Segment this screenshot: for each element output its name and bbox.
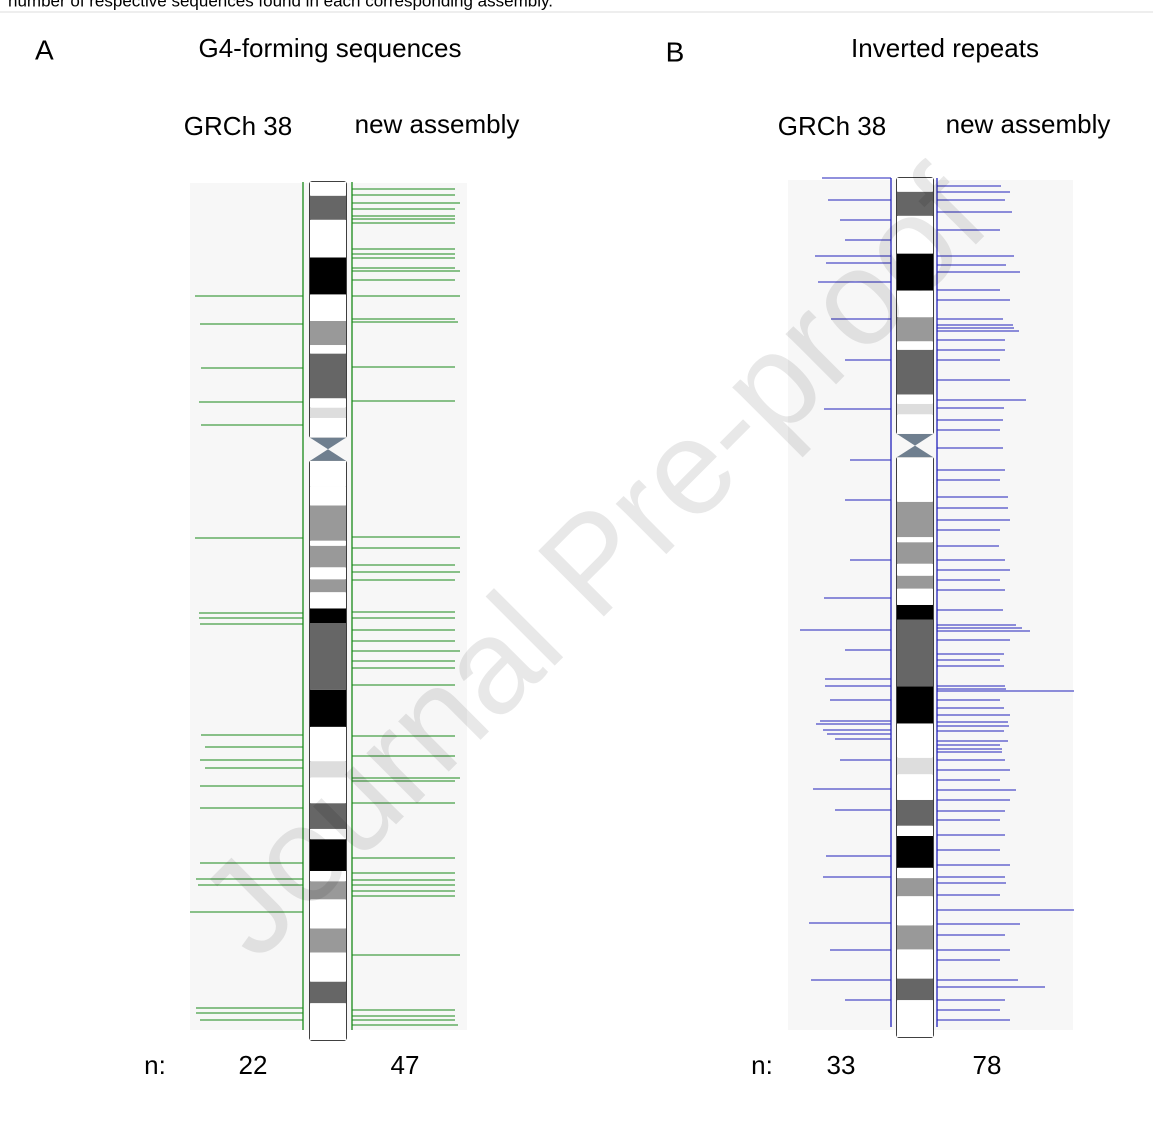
column-label: GRCh 38 xyxy=(184,111,292,141)
chromosome-band xyxy=(897,620,933,687)
chromosome-band xyxy=(310,952,346,981)
chromosome-band xyxy=(897,394,933,403)
chromosome-band xyxy=(897,687,933,724)
count: 33 xyxy=(827,1050,856,1080)
chromosome-band xyxy=(897,836,933,868)
caption: number of respective sequences found in … xyxy=(8,0,553,10)
chromosome-band xyxy=(897,576,933,589)
chromosome-band xyxy=(310,294,346,321)
chromosome-band xyxy=(310,608,346,623)
chromosome-band xyxy=(310,579,346,592)
chromosome-band xyxy=(897,723,933,757)
chromosome-band xyxy=(310,592,346,608)
column-label: new assembly xyxy=(946,109,1111,139)
chromosome-band xyxy=(897,1000,933,1037)
chromosome-band xyxy=(897,949,933,978)
chromosome-band xyxy=(310,541,346,546)
chromosome-band xyxy=(310,418,346,438)
page: number of respective sequences found in … xyxy=(0,0,1153,1122)
panel-title: G4-forming sequences xyxy=(198,33,461,63)
chromosome-band xyxy=(310,220,346,258)
chromosome-band xyxy=(897,826,933,836)
panel-letter: B xyxy=(666,36,685,67)
chromosome-band xyxy=(897,896,933,925)
chromosome-band xyxy=(310,982,346,1003)
chromosome-band xyxy=(310,398,346,407)
chromosome-band xyxy=(897,457,933,483)
chromosome-band xyxy=(310,196,346,220)
count: 78 xyxy=(973,1050,1002,1080)
chromosome-band xyxy=(310,623,346,690)
chromosome-band xyxy=(897,483,933,502)
column-label: new assembly xyxy=(355,109,520,139)
chromosome-band xyxy=(310,546,346,567)
chromosome-band xyxy=(897,564,933,576)
chromosome-band xyxy=(310,505,346,540)
chromosome-band xyxy=(897,502,933,537)
chromosome-band xyxy=(310,182,346,196)
chromosome-band xyxy=(310,354,346,399)
chromosome-band xyxy=(897,868,933,878)
chromosome-band xyxy=(897,925,933,949)
chromosome-band xyxy=(897,758,933,774)
chromosome-band xyxy=(310,567,346,579)
chromosome-band xyxy=(897,404,933,414)
chromosome-band xyxy=(310,461,346,487)
column-label: GRCh 38 xyxy=(778,111,886,141)
panel-letter: A xyxy=(35,34,54,65)
chromosome-band xyxy=(897,979,933,1000)
chromosome-band xyxy=(310,408,346,418)
n-label: n: xyxy=(751,1050,773,1080)
chromosome-band xyxy=(897,605,933,620)
chromosome-band xyxy=(897,414,933,434)
chromosome-band xyxy=(897,774,933,800)
chromosome-band xyxy=(897,537,933,542)
chromosome-band xyxy=(897,589,933,605)
figure: number of respective sequences found in … xyxy=(0,0,1153,1117)
n-label: n: xyxy=(144,1050,166,1080)
chromosome-band xyxy=(897,878,933,896)
chromosome-band xyxy=(310,345,346,354)
chromosome-band xyxy=(897,800,933,826)
count: 22 xyxy=(239,1050,268,1080)
chromosome-band xyxy=(310,321,346,345)
count: 47 xyxy=(391,1050,420,1080)
chromosome-band xyxy=(310,258,346,295)
panel-title: Inverted repeats xyxy=(851,33,1039,63)
chromosome-band xyxy=(897,542,933,563)
chromosome-band xyxy=(310,487,346,506)
chromosome-band xyxy=(310,1003,346,1040)
